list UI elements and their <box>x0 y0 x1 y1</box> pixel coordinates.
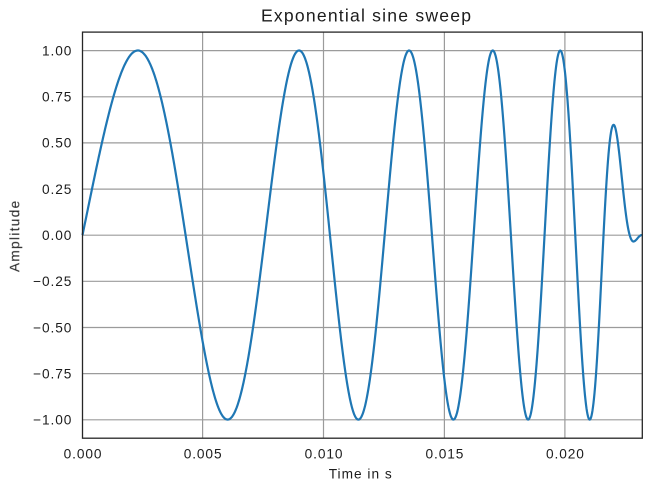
svg-text:0.50: 0.50 <box>42 136 72 151</box>
svg-text:0.005: 0.005 <box>184 447 223 462</box>
svg-text:0.015: 0.015 <box>426 447 465 462</box>
svg-text:0.000: 0.000 <box>64 447 103 462</box>
svg-text:0.00: 0.00 <box>42 228 72 243</box>
svg-text:1.00: 1.00 <box>42 43 72 58</box>
svg-text:−0.50: −0.50 <box>33 320 72 335</box>
svg-text:0.75: 0.75 <box>42 90 72 105</box>
svg-text:Exponential sine sweep: Exponential sine sweep <box>261 6 472 26</box>
svg-text:0.25: 0.25 <box>42 182 72 197</box>
svg-text:−1.00: −1.00 <box>33 413 72 428</box>
svg-text:0.020: 0.020 <box>546 447 585 462</box>
svg-text:Time in s: Time in s <box>329 466 393 481</box>
svg-text:Amplitude: Amplitude <box>7 200 22 273</box>
svg-text:0.010: 0.010 <box>305 447 344 462</box>
svg-text:−0.75: −0.75 <box>33 366 72 381</box>
svg-text:−0.25: −0.25 <box>33 274 72 289</box>
